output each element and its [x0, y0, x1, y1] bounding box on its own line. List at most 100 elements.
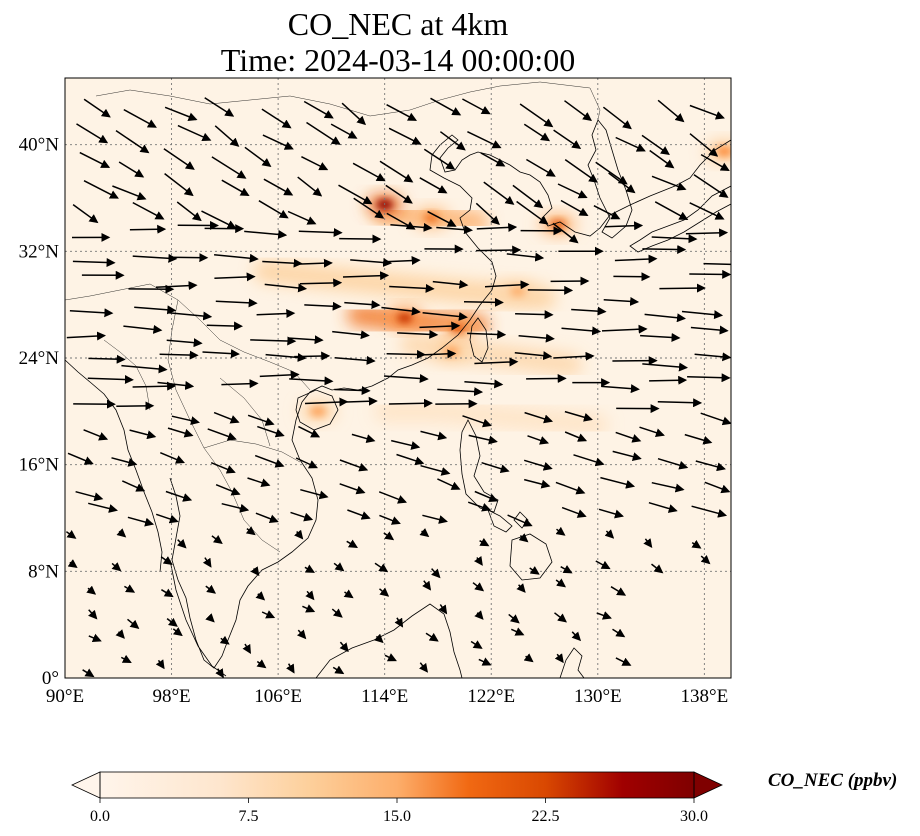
wind-arrow [123, 108, 157, 128]
wind-arrow [88, 502, 118, 513]
wind-arrow [615, 136, 646, 152]
wind-arrow [66, 331, 106, 341]
wind-arrow [523, 123, 551, 142]
wind-arrow [422, 514, 448, 524]
sulawesi-coast [559, 647, 585, 678]
wind-arrow [388, 127, 422, 145]
wind-arrow [523, 653, 534, 663]
wind-arrow [160, 556, 173, 565]
wind-arrow [483, 181, 515, 205]
wind-arrow [287, 335, 324, 345]
wind-arrow [250, 336, 297, 346]
border-line [103, 339, 151, 411]
wind-arrow [389, 283, 435, 293]
wind-arrow [304, 301, 342, 311]
wind-arrow [518, 333, 555, 343]
wind-arrow [462, 98, 491, 115]
wind-arrow [83, 180, 119, 199]
wind-arrow [111, 562, 122, 572]
china-coastline [301, 134, 731, 403]
wind-arrow [425, 632, 439, 642]
wind-arrow [350, 258, 393, 267]
wind-arrow [464, 379, 504, 389]
wind-arrow [608, 172, 636, 194]
wind-arrow [516, 583, 526, 593]
border-line [219, 377, 271, 447]
wind-arrow [261, 610, 276, 619]
wind-arrow [124, 584, 136, 593]
wind-arrow [213, 411, 240, 424]
lon-tick-label: 90°E [46, 686, 84, 707]
wind-arrow [344, 300, 381, 310]
wind-arrow [86, 585, 97, 595]
wind-arrow [166, 338, 203, 348]
wind-arrow [207, 428, 237, 441]
wind-arrow [290, 511, 314, 522]
wind-arrow [523, 459, 553, 471]
wind-arrow [346, 539, 358, 548]
wind-arrow [262, 134, 294, 150]
wind-arrow [245, 526, 256, 536]
wind-arrow [330, 123, 358, 139]
wind-arrow [694, 352, 731, 362]
wind-arrow [691, 539, 702, 549]
wind-arrow [176, 201, 202, 222]
luzon-island [459, 419, 499, 513]
wind-arrow [391, 439, 421, 450]
wind-arrow [703, 259, 731, 269]
wind-arrow [177, 539, 187, 549]
wind-arrow [553, 351, 595, 361]
colorbar-ticks: 0.0 7.5 15.0 22.5 30.0 [90, 798, 708, 825]
wind-arrow [384, 256, 421, 266]
wind-arrow [221, 179, 250, 197]
wind-arrow [381, 306, 421, 316]
colorbar-label: CO_NEC (ppbv) [768, 770, 898, 791]
colorbar-ramp [100, 772, 694, 798]
hainan-island [295, 389, 339, 431]
wind-arrow [206, 321, 243, 331]
wind-arrow [115, 629, 125, 639]
colorbar-tick-label: 0.0 [90, 808, 110, 825]
wind-arrow [298, 227, 343, 237]
wind-arrow [256, 309, 296, 318]
wind-arrow [463, 297, 504, 307]
wind-arrow [88, 354, 126, 364]
wind-arrow [651, 481, 685, 493]
wind-arrow [342, 396, 378, 406]
wind-arrow [561, 326, 602, 336]
wind-arrow [373, 633, 384, 644]
wind-arrow [157, 381, 195, 390]
wind-arrow [297, 176, 323, 197]
wind-arrow [263, 178, 294, 196]
japan-coast [629, 185, 731, 253]
wind-arrow [289, 376, 334, 386]
wind-arrow [166, 617, 178, 627]
wind-arrow [524, 411, 554, 424]
wind-arrow [286, 663, 295, 674]
visayas-islands [487, 509, 529, 533]
wind-arrow [642, 362, 688, 372]
wind-arrow [334, 386, 371, 396]
wind-arrow [72, 258, 116, 268]
wind-arrow [649, 375, 688, 385]
wind-arrow [299, 278, 343, 288]
wind-arrow [351, 433, 376, 443]
wind-arrow [564, 158, 599, 183]
wind-arrow [255, 512, 279, 523]
wind-arrow [83, 98, 111, 118]
colorbar-tick-label: 22.5 [532, 808, 560, 825]
wind-arrow [557, 183, 588, 199]
lat-tick-label: 16°N [19, 455, 60, 476]
wind-arrow [595, 161, 628, 185]
border-line [65, 283, 311, 391]
wind-arrow [564, 100, 593, 121]
wind-arrow [659, 283, 706, 293]
wind-arrow [598, 508, 624, 519]
wind-arrow [205, 584, 216, 594]
wind-arrow [643, 538, 653, 548]
wind-arrow [132, 201, 165, 220]
wind-arrow [385, 184, 413, 204]
wind-arrow [437, 387, 484, 397]
wind-arrow [334, 355, 376, 365]
wind-arrow [419, 528, 430, 538]
